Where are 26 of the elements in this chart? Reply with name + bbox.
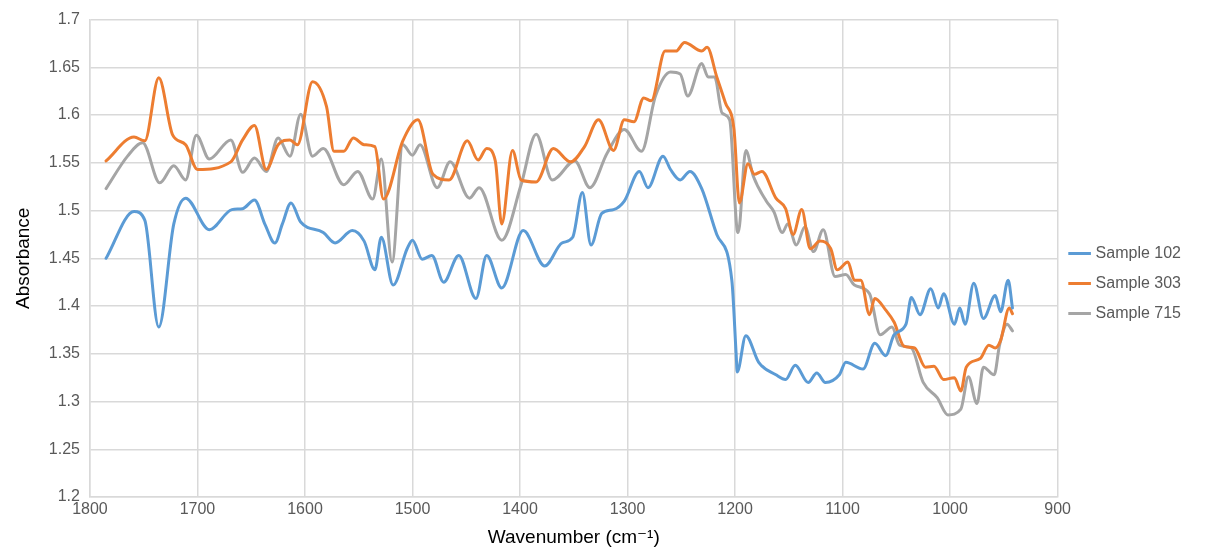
y-tick-label: 1.45: [48, 248, 81, 266]
y-axis-title: Absorbance: [11, 207, 33, 309]
x-tick-label: 1000: [932, 500, 968, 518]
x-tick-label: 1200: [717, 500, 753, 518]
legend-label: Sample 715: [1095, 303, 1182, 321]
y-tick-label: 1.4: [57, 296, 81, 314]
legend-label: Sample 303: [1095, 273, 1182, 291]
x-tick-label: 1300: [609, 500, 646, 518]
x-tick-label: 1700: [179, 500, 216, 518]
x-tick-label: 1500: [394, 500, 431, 518]
x-axis-title: Wavenumber (cm⁻¹): [487, 525, 660, 547]
y-tick-label: 1.35: [48, 344, 81, 362]
x-tick-label: 1600: [287, 500, 323, 518]
x-tick-label: 1100: [825, 500, 860, 518]
y-tick-label: 1.3: [57, 391, 81, 409]
y-tick-label: 1.7: [57, 10, 81, 28]
y-tick-label: 1.5: [57, 200, 81, 218]
x-tick-label: 1400: [502, 500, 538, 518]
y-tick-label: 1.6: [57, 105, 81, 123]
x-tick-label: 1800: [72, 500, 108, 518]
x-tick-label: 900: [1044, 500, 1072, 518]
y-tick-label: 1.55: [48, 153, 81, 171]
y-tick-label: 1.25: [48, 439, 81, 457]
line-series: [104, 154, 1014, 384]
y-tick-label: 1.65: [48, 57, 81, 75]
legend-label: Sample 102: [1095, 243, 1182, 261]
